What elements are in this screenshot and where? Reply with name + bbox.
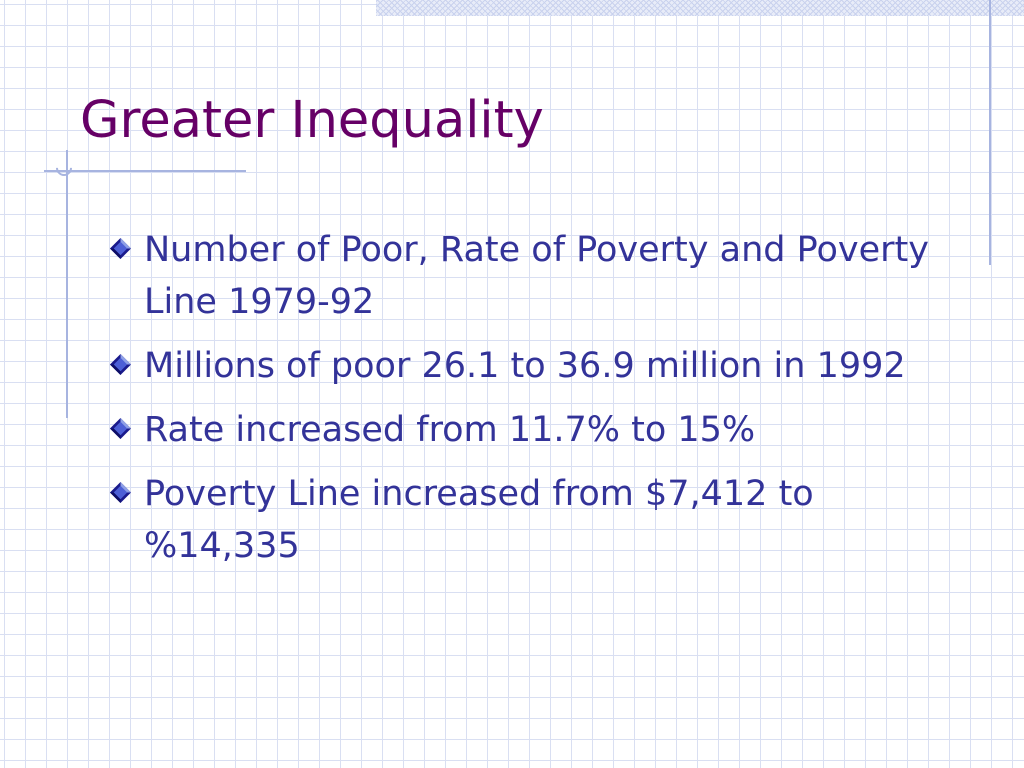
right-decorative-rule xyxy=(989,0,991,265)
bullet-item: Number of Poor, Rate of Poverty and Pove… xyxy=(104,224,934,328)
bullet-text: Millions of poor 26.1 to 36.9 million in… xyxy=(144,346,906,386)
diamond-bullet-icon xyxy=(109,353,132,376)
bullet-item: Rate increased from 11.7% to 15% xyxy=(104,404,934,456)
diamond-bullet-icon xyxy=(109,481,132,504)
bullet-text: Rate increased from 11.7% to 15% xyxy=(144,410,756,450)
slide-title: Greater Inequality xyxy=(80,91,544,150)
bullet-item: Millions of poor 26.1 to 36.9 million in… xyxy=(104,340,934,392)
bullet-text: Number of Poor, Rate of Poverty and Pove… xyxy=(144,230,929,322)
bullet-item: Poverty Line increased from $7,412 to %1… xyxy=(104,468,934,572)
left-decorative-rule xyxy=(66,150,68,418)
title-underline-rule xyxy=(44,170,246,172)
top-decorative-band xyxy=(376,0,1024,16)
bullet-text: Poverty Line increased from $7,412 to %1… xyxy=(144,474,814,566)
corner-circle-ornament xyxy=(52,156,76,180)
diamond-bullet-icon xyxy=(109,417,132,440)
diamond-bullet-icon xyxy=(109,237,132,260)
bullet-list: Number of Poor, Rate of Poverty and Pove… xyxy=(104,224,934,584)
